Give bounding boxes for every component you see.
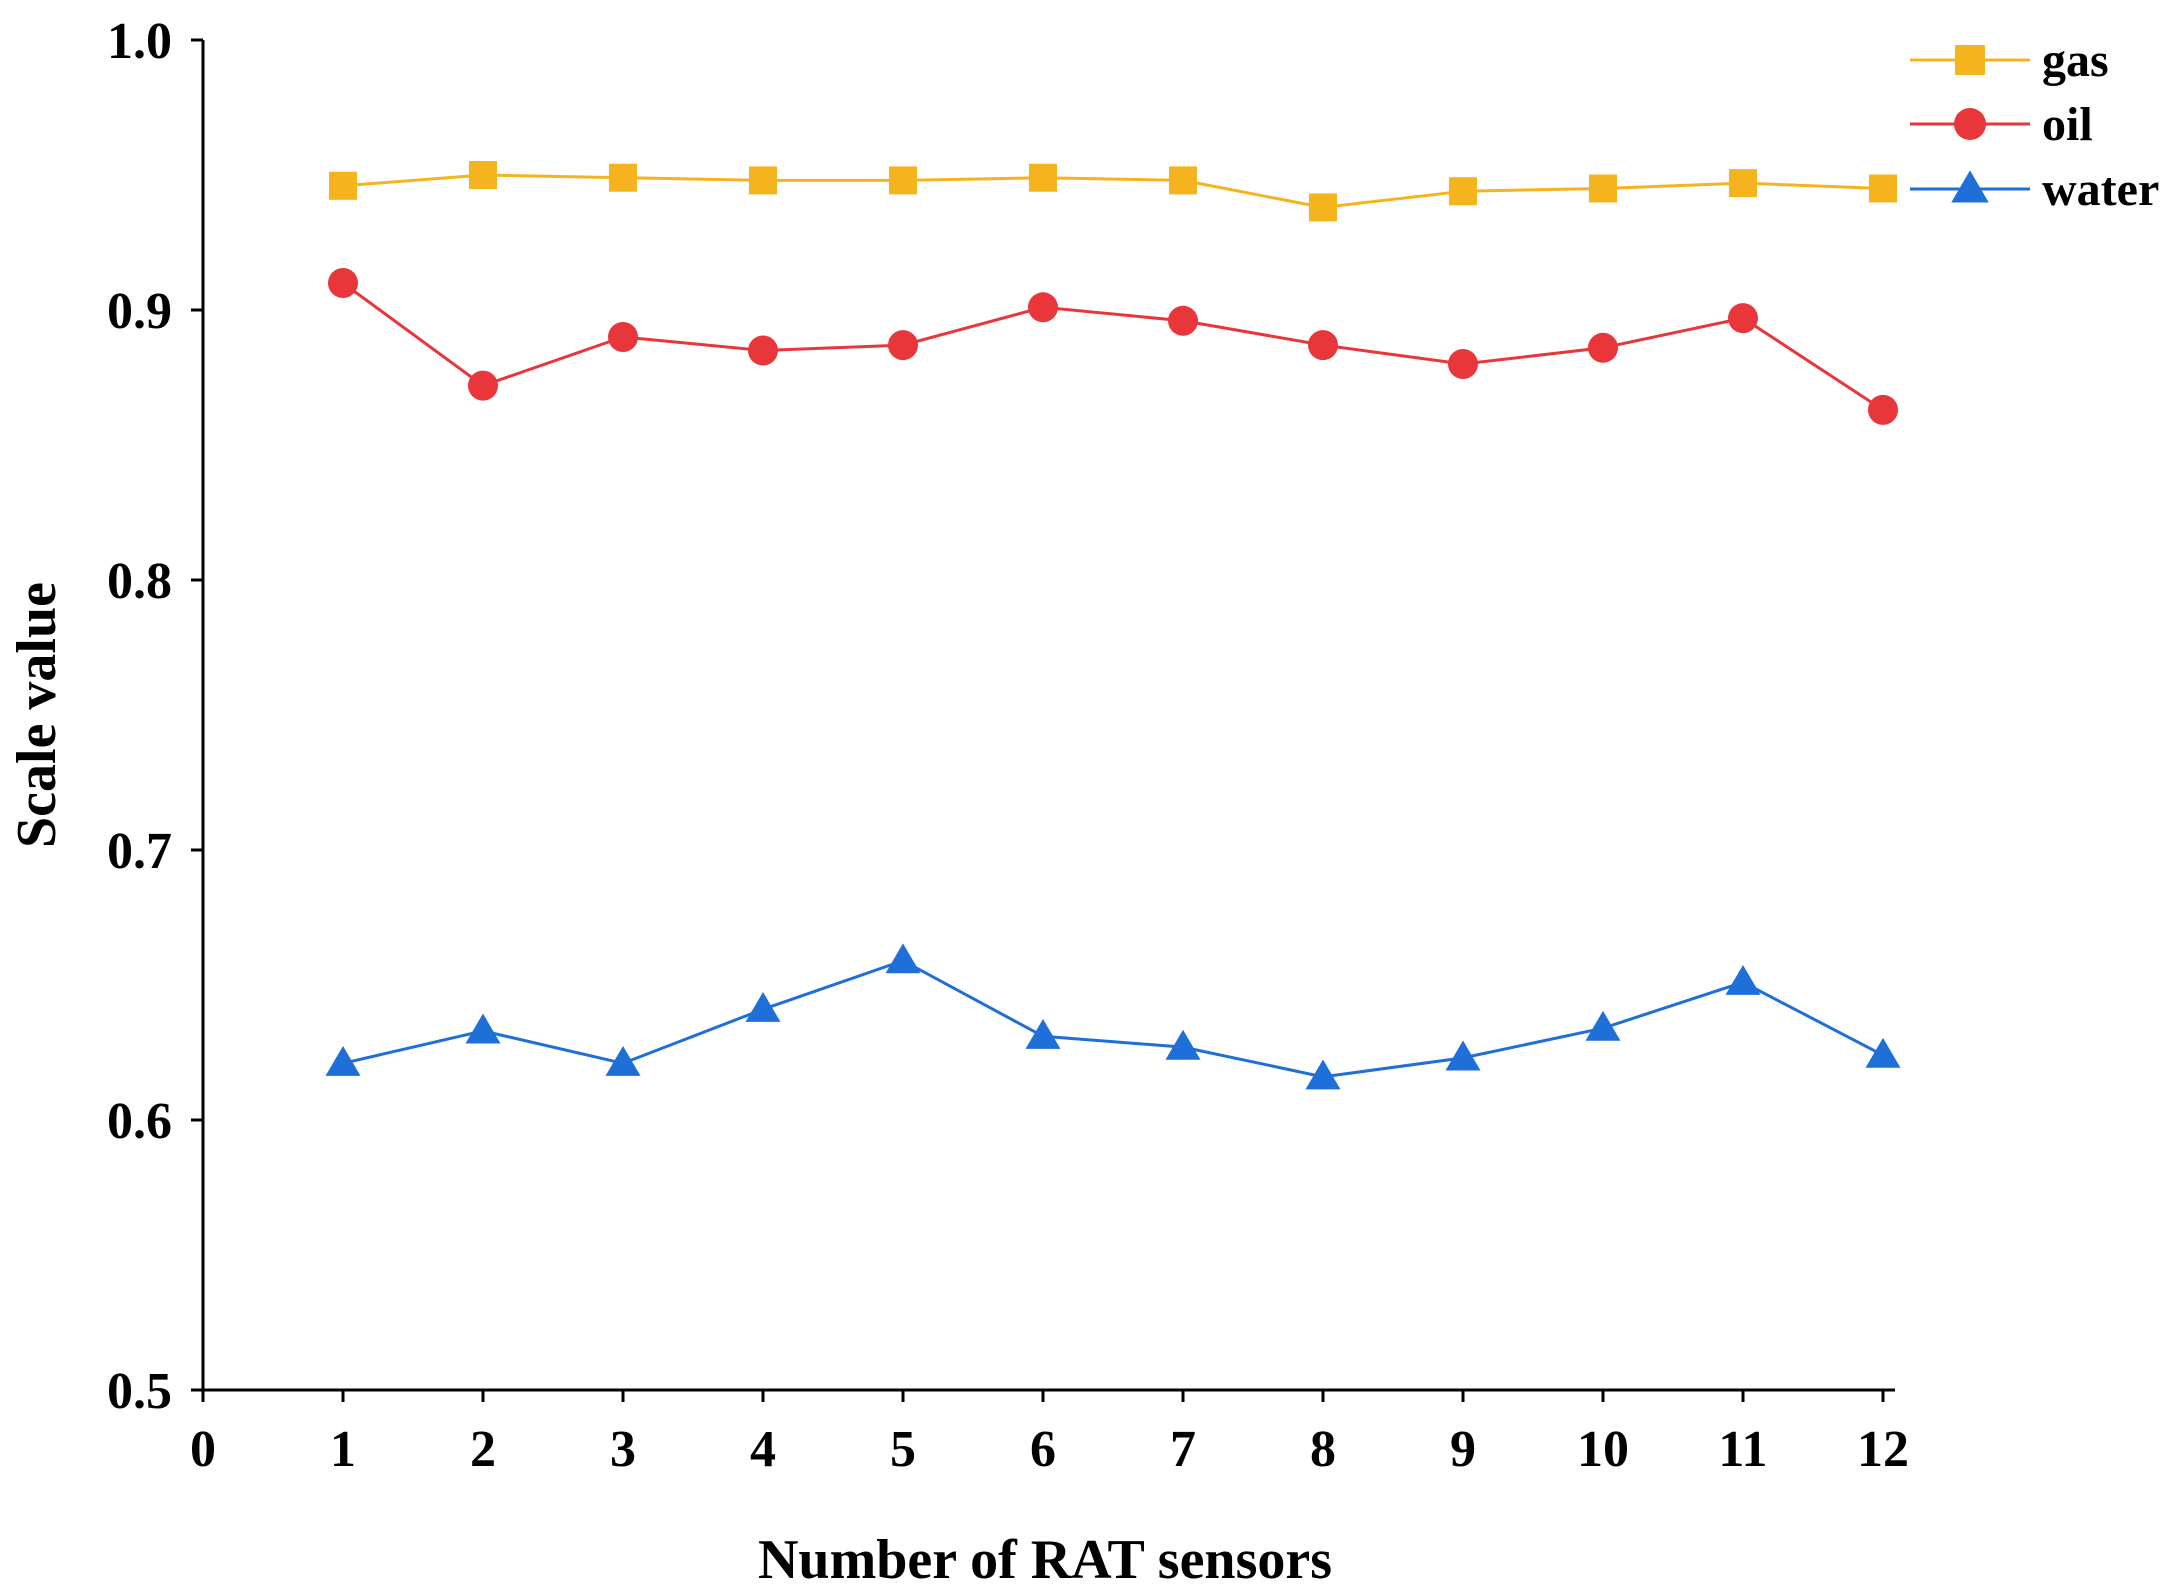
gas-point: [609, 163, 637, 192]
gas-point: [1449, 177, 1477, 206]
gas-point: [749, 166, 777, 195]
water-point: [885, 943, 921, 974]
y-tick-label: 0.7: [107, 823, 172, 880]
gas-point: [1029, 163, 1057, 192]
x-tick-label: 3: [610, 1421, 636, 1478]
x-ticks: 0 1 2 3 4 5 6 7 8 9 10 11 12: [190, 1390, 1909, 1478]
series-oil: [328, 268, 1898, 425]
oil-point: [1308, 330, 1338, 361]
legend-marker: [1951, 170, 1989, 203]
y-tick-label: 1.0: [107, 13, 172, 70]
y-tick-label: 0.6: [107, 1093, 172, 1150]
x-tick-label: 2: [470, 1421, 496, 1478]
x-tick-label: 11: [1718, 1421, 1767, 1478]
gas-point: [1869, 174, 1897, 203]
series-gas: [329, 161, 1897, 222]
water-point: [465, 1013, 501, 1044]
water-point: [1865, 1037, 1901, 1068]
gas-point: [469, 161, 497, 189]
legend-marker: [1955, 45, 1985, 75]
water-point: [745, 991, 781, 1022]
water-point: [605, 1045, 641, 1076]
oil-point: [1728, 303, 1758, 334]
oil-point: [1028, 292, 1058, 323]
oil-point: [1868, 394, 1898, 425]
legend-marker: [1954, 108, 1986, 140]
oil-point: [1588, 332, 1618, 363]
gas-point: [1729, 169, 1757, 198]
legend-item-oil: oil: [1910, 98, 2093, 151]
oil-point: [1448, 349, 1478, 379]
oil-line: [342, 281, 1884, 412]
water-point: [1305, 1059, 1341, 1090]
gas-point: [1589, 174, 1617, 203]
x-tick-label: 6: [1030, 1421, 1056, 1478]
legend-label: gas: [2042, 34, 2109, 87]
water-point: [325, 1045, 361, 1076]
x-tick-label: 9: [1450, 1421, 1476, 1478]
x-tick-label: 5: [890, 1421, 916, 1478]
x-tick-label: 1: [330, 1421, 356, 1478]
oil-point: [888, 330, 918, 361]
x-tick-label: 0: [190, 1421, 216, 1478]
gas-point: [1169, 166, 1197, 195]
legend-label: oil: [2042, 98, 2093, 151]
x-axis-title: Number of RAT sensors: [758, 1529, 1332, 1591]
oil-point: [1168, 305, 1198, 336]
x-tick-label: 12: [1857, 1421, 1909, 1478]
water-point: [1725, 964, 1761, 995]
x-tick-label: 8: [1310, 1421, 1336, 1478]
legend: gas oil water: [1910, 34, 2159, 216]
water-point: [1585, 1010, 1621, 1041]
y-axis-title: Scale value: [6, 582, 68, 848]
x-tick-label: 7: [1170, 1421, 1196, 1478]
series-layer: [325, 161, 1901, 1090]
gas-point: [329, 171, 357, 200]
water-point: [1445, 1040, 1481, 1071]
legend-item-water: water: [1910, 163, 2159, 216]
y-tick-label: 0.8: [107, 553, 172, 610]
oil-point: [328, 268, 358, 298]
y-ticks: 0.5 0.6 0.7 0.8 0.9 1.0: [107, 13, 203, 1420]
water-line: [342, 959, 1884, 1079]
y-tick-label: 0.9: [107, 283, 172, 340]
legend-label: water: [2042, 163, 2159, 216]
oil-point: [468, 370, 498, 401]
oil-point: [608, 322, 638, 352]
water-point: [1025, 1018, 1061, 1049]
gas-line: [342, 173, 1884, 209]
series-water: [325, 943, 1901, 1090]
legend-item-gas: gas: [1910, 34, 2109, 87]
gas-point: [889, 166, 917, 195]
oil-point: [748, 335, 778, 366]
gas-point: [1309, 193, 1337, 222]
axes: [201, 40, 1895, 1392]
y-tick-label: 0.5: [107, 1363, 172, 1420]
water-point: [1165, 1029, 1201, 1060]
x-tick-label: 10: [1577, 1421, 1629, 1478]
x-tick-label: 4: [750, 1421, 776, 1478]
